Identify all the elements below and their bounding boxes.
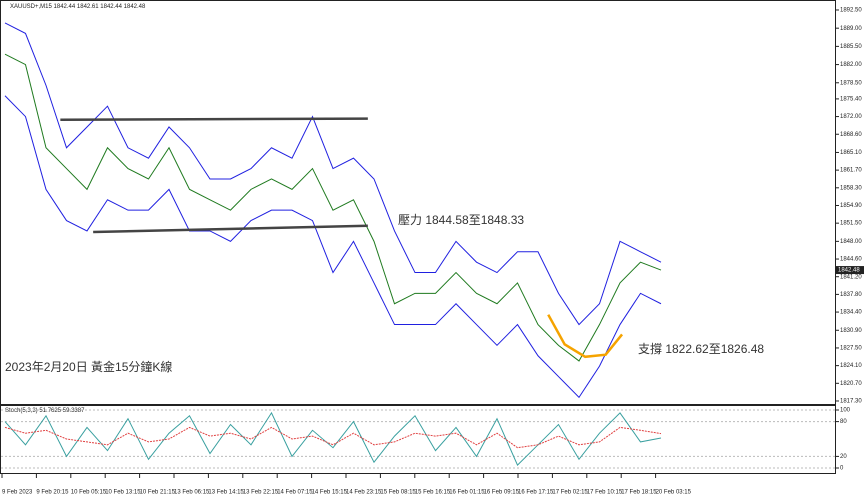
x-tick-label: 10 Feb 05:15 [71,490,107,496]
annotation: 2023年2月20日 黃金15分鐘K線 [5,359,172,374]
stoch-value: 51.7625 [39,408,61,414]
y-tick-label: 0 [840,466,844,472]
price-tag-label: 1842.48 [838,268,860,274]
annotation: 壓力 1844.58至1848.33 [398,213,524,227]
y-tick-label: 20 [840,454,847,460]
x-tick-label: 16 Feb 17:15 [518,490,554,496]
y-tick-label: 100 [840,408,851,414]
y-tick-label: 1827.50 [840,346,862,352]
y-tick-label: 1841.20 [840,274,862,280]
x-tick-label: 14 Feb 23:15 [346,490,382,496]
y-tick-label: 1861.70 [840,168,862,174]
x-tick-label: 9 Feb 2023 [2,490,33,496]
y-tick-label: 1854.90 [840,203,862,209]
y-tick-label: 1851.50 [840,221,862,227]
series-line [4,426,662,449]
x-tick-label: 15 Feb 08:15 [380,490,416,496]
x-tick-label: 14 Feb 15:15 [312,490,348,496]
x-tick-label: 15 Feb 16:15 [415,490,451,496]
symbol: XAUUSD+,M15 [10,4,53,10]
y-tick-label: 1824.10 [840,363,862,369]
x-tick-label: 14 Feb 07:15 [277,490,313,496]
y-tick-label: 80 [840,419,847,425]
chart-header: XAUUSD+,M15 1842.44 1842.61 1842.44 1842… [10,4,146,10]
ohlc: 1842.44 [100,4,122,10]
y-tick-label: 1817.30 [840,399,862,405]
ohlc: 1842.48 [124,4,146,10]
x-tick-label: 20 Feb 03:15 [656,490,692,496]
stoch-value: 59.3387 [63,408,85,414]
y-tick-label: 1865.10 [840,150,862,156]
x-tick-label: 17 Feb 10:15 [587,490,623,496]
indicator: Stoch(5,3,3) [5,408,38,414]
price-tag [836,266,864,275]
x-tick-label: 16 Feb 01:15 [449,490,485,496]
y-tick-label: 1878.50 [840,80,862,86]
stoch-header: Stoch(5,3,3) 51.7625 59.3387 [5,408,85,414]
y-tick-label: 1837.80 [840,292,862,298]
x-tick-label: 16 Feb 09:15 [484,490,520,496]
ohlc: 1842.61 [77,4,99,10]
x-tick-label: 17 Feb 18:15 [621,490,657,496]
price-panel [0,0,836,405]
x-tick-label: 13 Feb 22:15 [243,490,279,496]
y-tick-label: 1892.50 [840,8,862,14]
x-tick-label: 10 Feb 21:15 [140,490,176,496]
x-tick-label: 10 Feb 13:15 [105,490,141,496]
y-tick-label: 1834.40 [840,310,862,316]
y-tick-label: 1830.90 [840,328,862,334]
y-tick-label: 1882.00 [840,62,862,68]
series-line [4,95,662,399]
trendline [93,224,368,234]
annotation: 支撐 1822.62至1826.48 [638,342,764,356]
y-tick-label: 1820.70 [840,381,862,387]
y-tick-label: 1875.40 [840,96,862,102]
x-tick-label: 13 Feb 14:15 [208,490,244,496]
ohlc: 1842.44 [54,4,76,10]
series-line [4,22,662,326]
y-tick-label: 1858.30 [840,185,862,191]
y-tick-label: 1848.00 [840,239,862,245]
x-tick-label: 17 Feb 02:15 [552,490,588,496]
series-line [4,53,662,362]
y-tick-label: 1885.50 [840,44,862,50]
y-tick-label: 1844.60 [840,257,862,263]
y-tick-label: 1889.00 [840,26,862,32]
y-tick-label: 1868.60 [840,132,862,138]
x-tick-label: 13 Feb 06:15 [174,490,210,496]
trendline [60,117,368,121]
y-tick-label: 1872.00 [840,114,862,120]
x-tick-label: 9 Feb 20:15 [36,490,69,496]
trendline [547,314,624,359]
stoch-panel [0,405,836,474]
series-line [4,411,662,466]
